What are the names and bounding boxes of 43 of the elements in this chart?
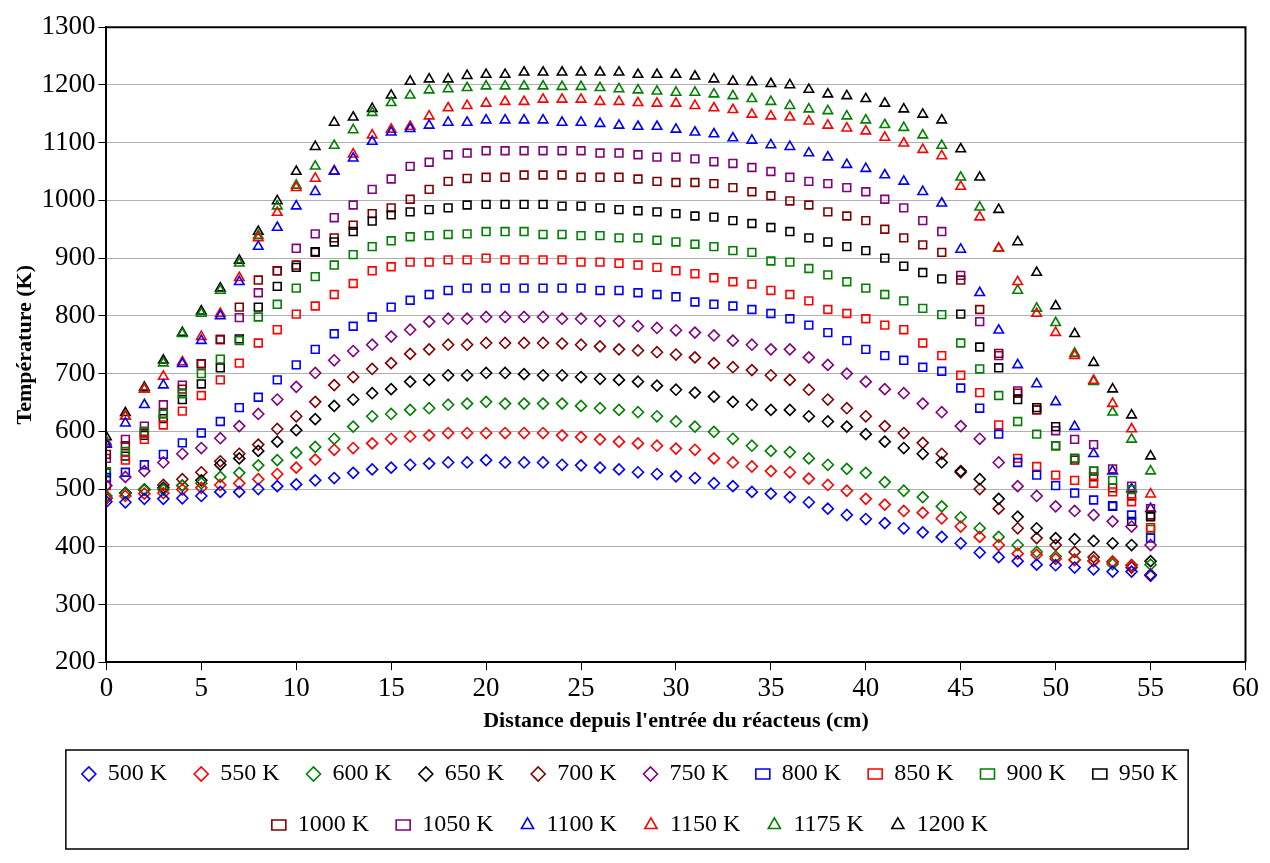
legend-label: 700 K <box>557 759 618 786</box>
legend-label: 900 K <box>1006 759 1067 786</box>
x-tick-label: 60 <box>1232 672 1259 703</box>
legend-label: 850 K <box>894 759 955 786</box>
legend-label: 650 K <box>444 759 505 786</box>
legend-label: 800 K <box>781 759 842 786</box>
legend-label: 1175 K <box>793 810 865 837</box>
y-axis-title: Température (K) <box>10 264 36 425</box>
y-tick-label: 500 <box>54 472 96 503</box>
x-tick-label: 15 <box>377 672 405 703</box>
legend-label: 600 K <box>332 759 393 786</box>
legend-label: 1000 K <box>297 810 370 837</box>
legend-label: 550 K <box>220 759 281 786</box>
x-tick-label: 0 <box>99 672 114 703</box>
y-tick-label: 600 <box>54 414 96 445</box>
legend-label: 950 K <box>1118 759 1179 786</box>
y-tick-label: 1100 <box>42 125 96 156</box>
x-tick-label: 55 <box>1137 672 1165 703</box>
y-tick-label: 1000 <box>41 183 96 214</box>
y-tick-label: 800 <box>54 298 96 329</box>
legend-label: 500 K <box>107 759 168 786</box>
legend-label: 1150 K <box>669 810 742 837</box>
legend-label: 1200 K <box>916 810 989 837</box>
y-tick-label: 700 <box>54 356 96 387</box>
legend-label: 1050 K <box>422 810 495 837</box>
x-tick-label: 45 <box>947 672 975 703</box>
legend-label: 1100 K <box>546 810 618 837</box>
y-tick-label: 1200 <box>41 68 96 99</box>
x-tick-label: 10 <box>282 672 310 703</box>
x-tick-label: 25 <box>567 672 595 703</box>
x-tick-label: 40 <box>852 672 880 703</box>
y-tick-label: 900 <box>54 241 96 272</box>
y-tick-label: 1300 <box>41 10 96 41</box>
x-tick-label: 50 <box>1042 672 1070 703</box>
y-tick-label: 400 <box>54 529 96 560</box>
y-tick-label: 300 <box>54 587 96 618</box>
y-tick-label: 200 <box>54 645 96 676</box>
x-tick-label: 20 <box>472 672 500 703</box>
legend-label: 750 K <box>669 759 730 786</box>
x-tick-label: 5 <box>194 672 209 703</box>
x-axis-title: Distance depuis l'entrée du réacteus (cm) <box>483 707 869 733</box>
x-tick-label: 30 <box>662 672 690 703</box>
x-tick-label: 35 <box>757 672 785 703</box>
